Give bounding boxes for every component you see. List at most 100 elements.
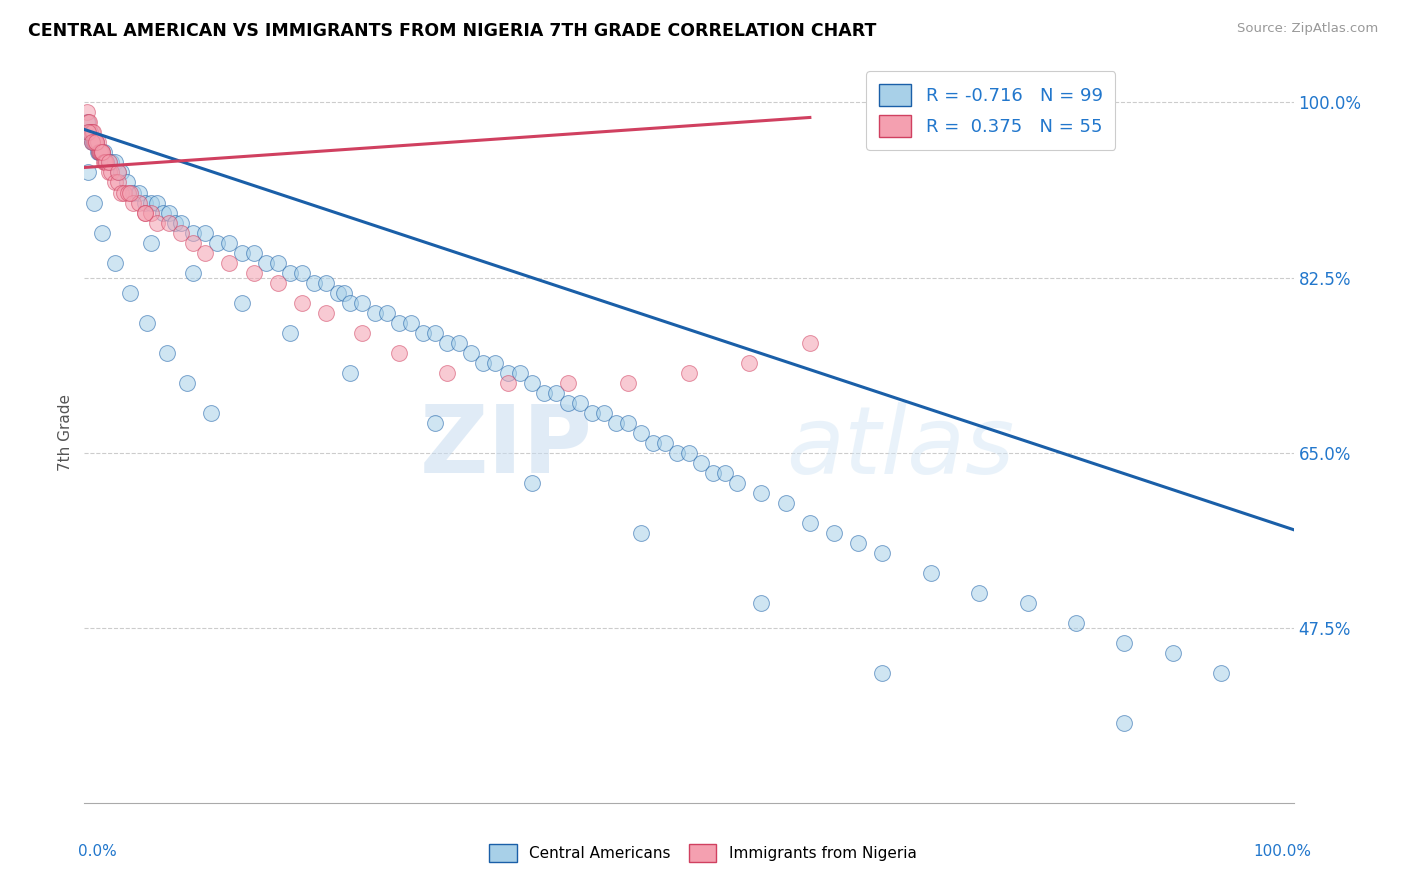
Point (94, 155, 117, 169)
Point (90, 145, 112, 160)
Point (84, 136, 107, 150)
Point (333, 285, 356, 300)
Point (77, 115, 100, 129)
Point (339, 366, 361, 380)
Point (200, 406, 222, 420)
Point (278, 266, 301, 280)
Point (1161, 646, 1184, 660)
Point (134, 205, 156, 219)
Point (194, 245, 217, 260)
Point (231, 245, 253, 260)
Point (93, 145, 115, 160)
Point (80, 136, 103, 150)
Point (315, 276, 337, 290)
Point (617, 376, 640, 390)
Point (533, 385, 555, 400)
Point (436, 366, 458, 380)
Point (79, 126, 101, 140)
Point (544, 385, 567, 400)
Point (751, 485, 773, 500)
Point (484, 355, 506, 369)
Point (352, 295, 374, 310)
Point (846, 535, 869, 549)
Point (399, 316, 422, 330)
Point (775, 496, 797, 510)
Point (165, 215, 187, 229)
Text: Source: ZipAtlas.com: Source: ZipAtlas.com (1237, 22, 1378, 36)
Point (725, 475, 748, 490)
Point (100, 165, 122, 179)
Point (128, 186, 150, 200)
Point (352, 326, 374, 340)
Point (328, 285, 350, 300)
Point (89, 145, 111, 160)
Text: atlas: atlas (786, 402, 1014, 493)
Point (472, 355, 495, 369)
Point (751, 596, 773, 610)
Point (605, 416, 627, 430)
Point (97, 155, 120, 169)
Point (738, 355, 761, 369)
Point (690, 456, 713, 470)
Point (120, 186, 142, 200)
Point (107, 165, 129, 179)
Point (920, 566, 942, 580)
Point (194, 226, 217, 240)
Point (872, 665, 894, 680)
Point (630, 425, 652, 440)
Y-axis label: 7th Grade: 7th Grade (58, 394, 73, 471)
Point (218, 235, 240, 250)
Point (388, 316, 411, 330)
Point (617, 416, 640, 430)
Point (654, 435, 676, 450)
Point (86, 136, 108, 150)
Point (107, 176, 129, 190)
Point (157, 205, 180, 219)
Point (1064, 615, 1087, 630)
Point (152, 205, 174, 219)
Text: CENTRAL AMERICAN VS IMMIGRANTS FROM NIGERIA 7TH GRADE CORRELATION CHART: CENTRAL AMERICAN VS IMMIGRANTS FROM NIGE… (28, 22, 876, 40)
Point (278, 326, 301, 340)
Point (967, 585, 990, 599)
Point (181, 235, 204, 250)
Point (97, 165, 120, 179)
Point (181, 226, 204, 240)
Point (93, 155, 115, 169)
Point (136, 316, 159, 330)
Point (139, 195, 162, 210)
Point (375, 305, 398, 319)
Point (87, 145, 110, 160)
Point (157, 215, 180, 229)
Point (117, 186, 139, 200)
Point (339, 295, 361, 310)
Point (630, 525, 652, 540)
Point (423, 326, 446, 340)
Point (80, 126, 103, 140)
Point (79, 126, 101, 140)
Text: ZIP: ZIP (419, 401, 592, 493)
Point (496, 376, 519, 390)
Point (496, 366, 519, 380)
Point (91, 145, 114, 160)
Point (291, 295, 314, 310)
Point (91, 226, 114, 240)
Point (460, 345, 482, 359)
Point (267, 255, 290, 269)
Point (100, 155, 122, 169)
Point (557, 376, 579, 390)
Point (104, 255, 127, 269)
Legend: R = -0.716   N = 99, R =  0.375   N = 55: R = -0.716 N = 99, R = 0.375 N = 55 (866, 71, 1115, 150)
Point (449, 335, 471, 350)
Point (872, 546, 894, 560)
Point (94, 155, 117, 169)
Text: 100.0%: 100.0% (1254, 844, 1312, 858)
Point (678, 445, 700, 459)
Point (104, 155, 127, 169)
Point (83, 136, 105, 150)
Point (77, 126, 100, 140)
Point (218, 255, 240, 269)
Point (423, 416, 446, 430)
Point (134, 205, 156, 219)
Point (91, 145, 114, 160)
Point (520, 376, 543, 390)
